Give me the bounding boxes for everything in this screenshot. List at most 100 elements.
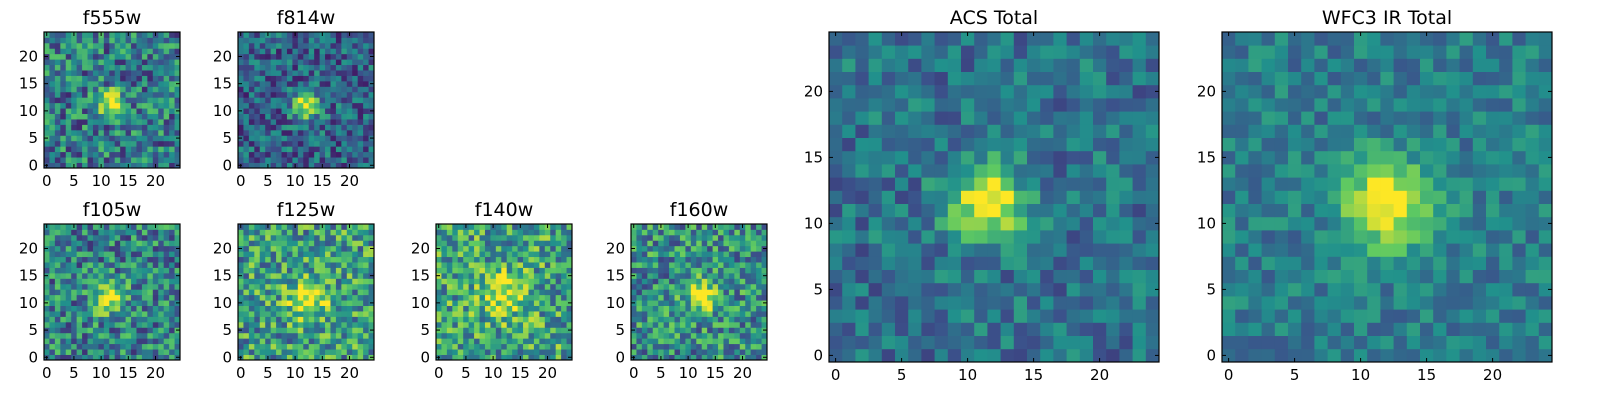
heatmap-cell xyxy=(276,251,282,258)
heatmap-cell xyxy=(1420,177,1434,191)
heatmap-cell xyxy=(114,140,121,147)
heatmap-cell xyxy=(71,294,78,301)
heatmap-cell xyxy=(276,224,282,230)
heatmap-cell xyxy=(1301,296,1315,310)
heatmap-cell xyxy=(881,243,896,257)
y-tick-label: 20 xyxy=(213,47,232,65)
heatmap-cell xyxy=(1354,282,1368,297)
heatmap-cell xyxy=(357,300,364,306)
heatmap-cell xyxy=(292,272,299,279)
heatmap-cell xyxy=(368,119,375,125)
heatmap-cell xyxy=(1420,282,1434,297)
heatmap-cell xyxy=(1000,84,1015,99)
heatmap-cell xyxy=(325,157,331,163)
heatmap-cell xyxy=(1106,71,1120,86)
heatmap-cell xyxy=(468,305,475,312)
heatmap-cell xyxy=(92,354,99,361)
heatmap-cell xyxy=(544,251,551,258)
heatmap-cell xyxy=(745,305,752,312)
heatmap-cell xyxy=(103,129,110,136)
heatmap-cell xyxy=(71,289,78,296)
heatmap-cell xyxy=(881,32,896,46)
heatmap-cell xyxy=(1119,190,1133,204)
heatmap-cell xyxy=(44,338,50,345)
heatmap-cell xyxy=(325,151,331,158)
heatmap-cell xyxy=(761,283,768,290)
heatmap-cell xyxy=(1301,322,1315,336)
heatmap-cell xyxy=(120,354,126,361)
heatmap-cell xyxy=(363,151,369,158)
heatmap-cell xyxy=(109,80,116,87)
heatmap-cell xyxy=(457,245,464,252)
heatmap-cell xyxy=(1512,269,1526,284)
heatmap-cell xyxy=(76,91,83,98)
heatmap-cell xyxy=(1327,269,1342,284)
heatmap-cell xyxy=(71,272,78,279)
heatmap-cell xyxy=(259,256,266,263)
heatmap-cell xyxy=(1040,269,1054,284)
heatmap-cell xyxy=(463,229,470,236)
heatmap-cell xyxy=(868,190,883,204)
heatmap-cell xyxy=(1013,203,1028,218)
heatmap-cell xyxy=(750,256,757,263)
heatmap-cell xyxy=(712,332,719,339)
heatmap-cell xyxy=(297,234,304,241)
heatmap-cell xyxy=(544,289,551,296)
heatmap-cell xyxy=(1393,269,1408,284)
heatmap-cell xyxy=(718,240,724,247)
heatmap-cell xyxy=(259,129,266,136)
heatmap-cell xyxy=(120,338,126,345)
heatmap-cell xyxy=(131,91,137,98)
heatmap-cell xyxy=(147,267,154,274)
heatmap-cell xyxy=(65,343,72,350)
heatmap-cell xyxy=(908,256,922,270)
heatmap-cell xyxy=(1053,164,1067,178)
heatmap-cell xyxy=(1145,84,1160,99)
heatmap-cell xyxy=(292,102,299,109)
heatmap-cell xyxy=(270,289,277,296)
heatmap-cell xyxy=(325,119,331,125)
heatmap-cell xyxy=(1145,282,1160,297)
heatmap-cell xyxy=(1235,348,1249,363)
heatmap-cell xyxy=(1288,282,1302,297)
heatmap-cell xyxy=(341,234,348,241)
heatmap-cell xyxy=(169,234,175,241)
heatmap-cell xyxy=(92,157,99,163)
heatmap-cell xyxy=(1000,322,1015,336)
heatmap-cell xyxy=(987,137,1001,152)
heatmap-cell xyxy=(114,256,121,263)
heatmap-cell xyxy=(87,305,94,312)
heatmap-cell xyxy=(281,300,288,306)
heatmap-cell xyxy=(341,354,348,361)
heatmap-cell xyxy=(49,338,56,345)
heatmap-cell xyxy=(1314,335,1328,350)
heatmap-cell xyxy=(163,162,170,169)
heatmap-cells xyxy=(436,224,573,361)
heatmap-cell xyxy=(352,343,359,350)
heatmap-cell xyxy=(141,354,148,361)
heatmap-cell xyxy=(1079,164,1094,178)
heatmap-cell xyxy=(739,294,746,301)
heatmap-cell xyxy=(120,119,126,125)
heatmap-cell xyxy=(352,70,359,76)
heatmap-cell xyxy=(169,354,175,361)
heatmap-cell xyxy=(1459,190,1474,204)
heatmap-cell xyxy=(1145,243,1160,257)
heatmap-cell xyxy=(292,343,299,350)
heatmap-cell xyxy=(566,321,573,328)
heatmap-cell xyxy=(1040,98,1054,112)
heatmap-cell xyxy=(1000,45,1015,59)
heatmap-cell xyxy=(756,327,762,334)
heatmap-cell xyxy=(652,267,659,274)
heatmap-cell xyxy=(1420,269,1434,284)
heatmap-cell xyxy=(136,256,143,263)
heatmap-cell xyxy=(868,348,883,363)
heatmap-cell xyxy=(141,97,148,104)
heatmap-cell xyxy=(855,230,869,244)
heatmap-cell xyxy=(270,349,277,355)
heatmap-cell xyxy=(441,229,448,236)
heatmap-cell xyxy=(248,102,255,109)
heatmap-cell xyxy=(308,97,315,104)
heatmap-cell xyxy=(125,311,132,317)
heatmap-cell xyxy=(286,108,293,114)
